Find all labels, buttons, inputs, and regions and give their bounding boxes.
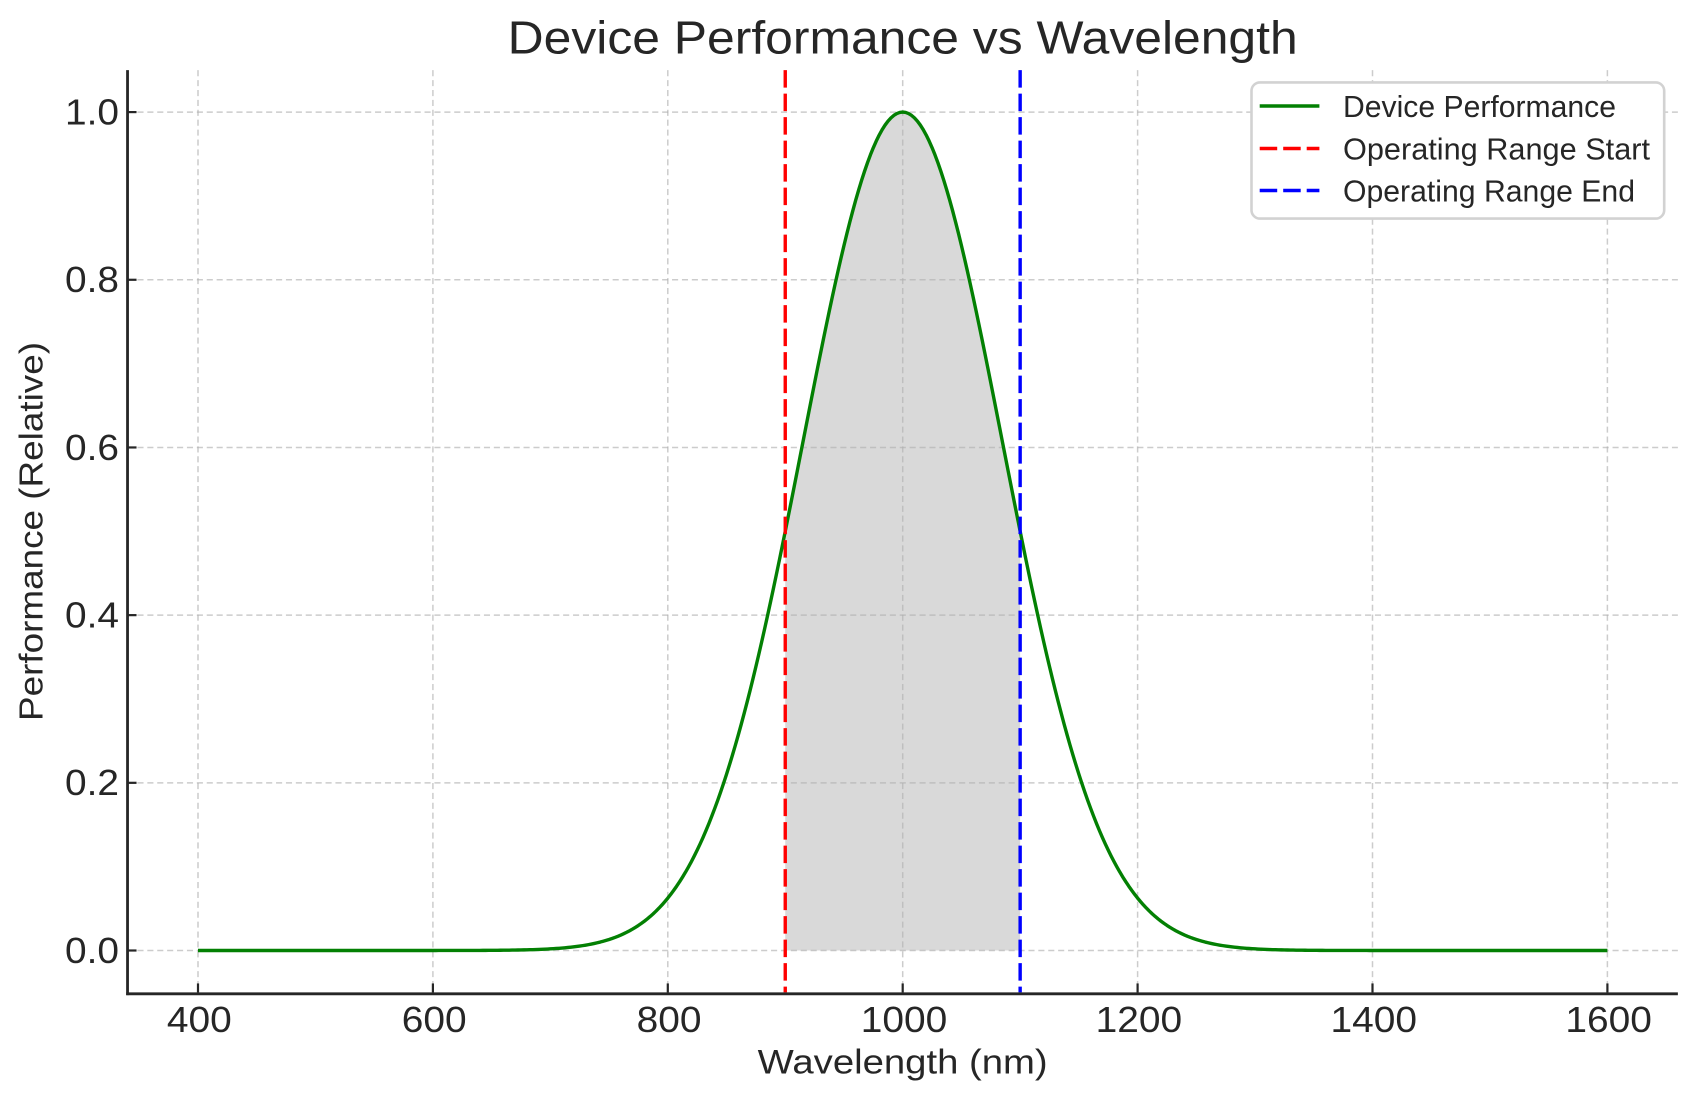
svg-text:Device Performance: Device Performance — [1343, 89, 1616, 124]
svg-text:Performance (Relative): Performance (Relative) — [13, 342, 50, 721]
svg-text:0.0: 0.0 — [65, 930, 119, 971]
svg-text:1400: 1400 — [1331, 999, 1418, 1040]
svg-text:0.6: 0.6 — [65, 427, 119, 468]
svg-text:Wavelength (nm): Wavelength (nm) — [758, 1044, 1048, 1082]
svg-text:Operating Range End: Operating Range End — [1343, 173, 1635, 208]
svg-text:800: 800 — [637, 999, 702, 1040]
svg-text:1000: 1000 — [861, 999, 948, 1040]
svg-text:1.0: 1.0 — [65, 92, 119, 133]
svg-text:0.8: 0.8 — [65, 259, 119, 300]
svg-text:1200: 1200 — [1096, 999, 1183, 1040]
svg-text:0.2: 0.2 — [65, 762, 119, 803]
svg-text:Operating Range Start: Operating Range Start — [1343, 131, 1650, 166]
svg-text:600: 600 — [402, 999, 467, 1040]
svg-text:Device Performance vs Waveleng: Device Performance vs Wavelength — [508, 12, 1298, 64]
svg-text:400: 400 — [167, 999, 232, 1040]
svg-text:0.4: 0.4 — [65, 595, 119, 636]
svg-text:1600: 1600 — [1565, 999, 1652, 1040]
